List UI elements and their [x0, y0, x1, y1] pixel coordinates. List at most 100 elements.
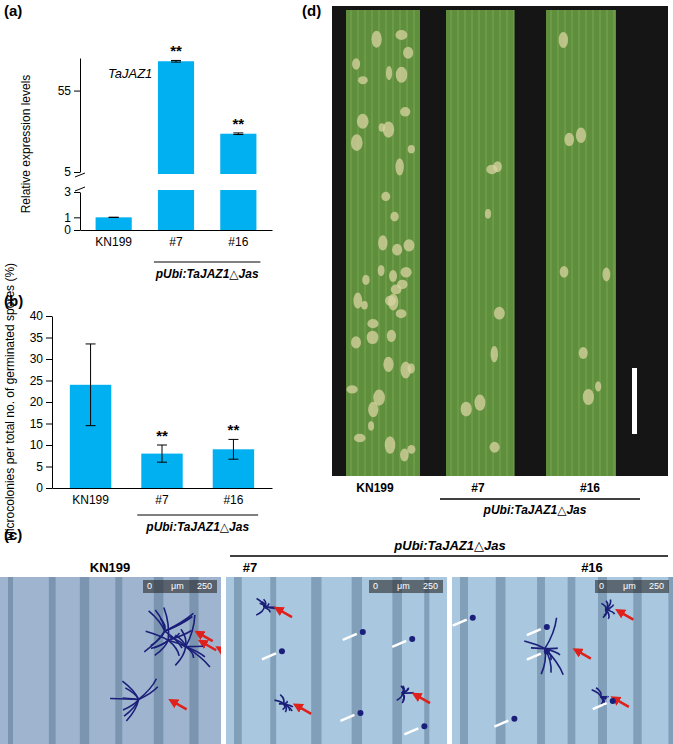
leaf	[346, 10, 420, 476]
hypha	[186, 647, 210, 667]
arrow	[262, 653, 276, 659]
tick: 10	[30, 438, 52, 452]
hypha	[264, 606, 275, 608]
image-bg	[226, 577, 447, 744]
tick: 40	[30, 309, 52, 323]
lesion	[403, 47, 413, 59]
lesion	[351, 134, 363, 151]
hypha	[545, 618, 557, 649]
lesion	[362, 275, 370, 285]
error-bar	[228, 439, 238, 459]
tick-label: 40	[30, 309, 44, 323]
tick: #16	[223, 488, 243, 507]
lesion	[372, 31, 382, 48]
lesion	[358, 76, 368, 84]
leaf-stripe	[571, 10, 573, 476]
leaf-stripe	[585, 10, 587, 476]
tick-label: 35	[30, 331, 44, 345]
axis-line	[80, 59, 81, 173]
tick: 15	[30, 417, 52, 431]
panel-label: (a)	[4, 2, 22, 19]
spore	[357, 710, 363, 716]
arrow	[593, 703, 607, 709]
tick-label: 0	[64, 223, 71, 237]
hypha	[283, 701, 287, 704]
leaf-stripe	[392, 10, 394, 476]
lesion	[385, 436, 396, 454]
spore	[409, 636, 415, 642]
lesion	[396, 309, 407, 318]
lesion	[390, 212, 398, 222]
leaf-blade	[346, 10, 420, 476]
tick: 0	[36, 481, 52, 495]
tick-label: 30	[30, 352, 44, 366]
tick: 35	[30, 331, 52, 345]
bar-chart: 013555KN199#7#16****TaJAZ1Relative expre…	[19, 42, 273, 281]
lesion	[494, 307, 505, 320]
leaf-vein	[311, 577, 321, 744]
tick-label: 15	[30, 417, 44, 431]
y-axis: 555	[58, 59, 81, 180]
hypha	[280, 695, 284, 704]
hypha	[275, 700, 284, 704]
lesion	[401, 361, 411, 378]
lesion	[486, 165, 497, 175]
lesion	[485, 209, 491, 219]
scale-bar	[632, 368, 637, 434]
leaf-vein	[392, 577, 402, 744]
lesion	[583, 389, 594, 405]
tick-mark	[46, 402, 52, 403]
error-cap	[86, 425, 96, 426]
lesion	[559, 32, 568, 48]
tick: 0	[64, 223, 80, 237]
lesion	[595, 381, 601, 391]
arrow	[343, 634, 357, 640]
tick-label: 10	[30, 438, 44, 452]
arrow	[340, 715, 354, 721]
tick: 55	[58, 84, 80, 98]
hypha	[283, 704, 292, 711]
y-axis: 0510152025303540	[30, 309, 53, 495]
hypha	[605, 601, 607, 610]
lesion	[378, 265, 385, 276]
error-bar	[86, 344, 96, 426]
tick-mark	[74, 172, 80, 173]
lesion	[602, 267, 610, 281]
hypha	[146, 631, 168, 640]
chart-title: TaJAZ1	[108, 66, 152, 81]
arrow	[392, 641, 406, 647]
lesion	[400, 107, 410, 117]
significance: **	[228, 421, 240, 438]
tick-mark	[74, 192, 80, 193]
leaf-stripe	[613, 10, 615, 476]
lesion	[361, 301, 368, 310]
x-axis: KN199#7#16	[81, 230, 273, 249]
image-bg	[0, 577, 221, 744]
leaf-vein	[49, 577, 56, 744]
leaf-stripe	[485, 10, 487, 476]
hypha	[256, 607, 264, 615]
tick-label: 0	[36, 481, 43, 495]
arrow	[416, 695, 430, 703]
leaf-vein	[352, 577, 362, 744]
arrow	[619, 612, 633, 620]
x-axis: KN199#7#16	[53, 488, 273, 507]
group-line	[137, 515, 258, 516]
image-label: KN199	[90, 560, 130, 575]
hypha	[524, 641, 545, 649]
arrow	[199, 633, 213, 641]
bar	[96, 217, 132, 230]
tick-mark	[46, 316, 52, 317]
hypha	[175, 647, 185, 666]
lesion	[391, 285, 402, 295]
tick: 5	[36, 460, 52, 474]
leaf-vein	[598, 577, 607, 744]
group-label: pUbi:TaJAZ1△Jas	[155, 267, 259, 281]
leaf-vein	[8, 577, 13, 744]
lesion	[389, 270, 397, 282]
arrow	[494, 721, 508, 727]
group-line	[440, 498, 640, 500]
leaf-stripe	[492, 10, 494, 476]
hypha	[601, 697, 603, 705]
tick: 5	[64, 165, 80, 179]
